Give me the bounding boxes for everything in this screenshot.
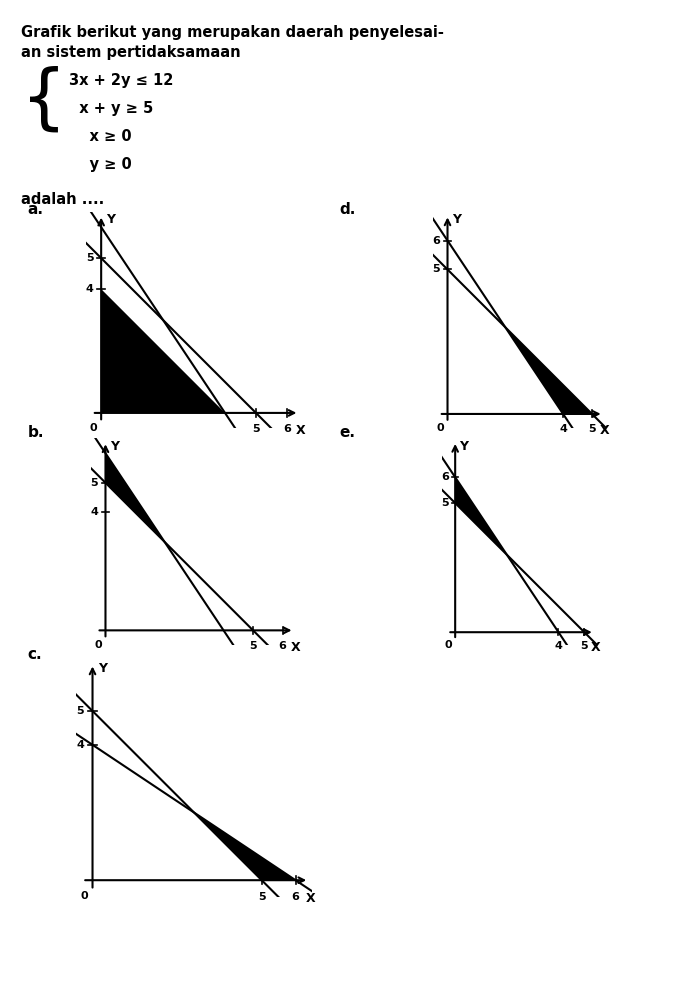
Text: Y: Y <box>459 439 468 453</box>
Polygon shape <box>505 328 592 414</box>
Text: c.: c. <box>28 647 42 662</box>
Text: 5: 5 <box>76 706 84 716</box>
Text: Y: Y <box>110 439 119 453</box>
Text: b.: b. <box>28 425 44 440</box>
Text: X: X <box>291 641 301 654</box>
Text: 0: 0 <box>445 640 453 650</box>
Text: x + y ≥ 5: x + y ≥ 5 <box>69 101 154 116</box>
Text: 4: 4 <box>76 740 84 750</box>
Text: 0: 0 <box>89 422 97 432</box>
Text: an sistem pertidaksamaan: an sistem pertidaksamaan <box>21 45 240 60</box>
Text: Y: Y <box>452 213 461 226</box>
Text: 5: 5 <box>441 498 449 508</box>
Text: X: X <box>306 892 315 905</box>
Text: 5: 5 <box>91 478 98 488</box>
Text: 4: 4 <box>85 284 94 294</box>
Text: 6: 6 <box>283 423 291 433</box>
Text: 6: 6 <box>432 236 440 246</box>
Text: X: X <box>591 641 601 654</box>
Text: X: X <box>600 424 610 437</box>
Polygon shape <box>455 477 507 554</box>
Text: 6: 6 <box>292 892 299 902</box>
Text: Grafik berikut yang merupakan daerah penyelesai-: Grafik berikut yang merupakan daerah pen… <box>21 25 444 40</box>
Text: 5: 5 <box>258 892 265 902</box>
Text: Y: Y <box>106 214 115 226</box>
Text: 0: 0 <box>80 891 88 901</box>
Text: d.: d. <box>340 202 356 217</box>
Text: 5: 5 <box>249 641 257 651</box>
Text: 4: 4 <box>554 641 563 651</box>
Text: Y: Y <box>98 662 107 675</box>
Text: 0: 0 <box>94 640 102 650</box>
Text: 5: 5 <box>252 423 260 433</box>
Text: 3x + 2y ≤ 12: 3x + 2y ≤ 12 <box>69 73 174 88</box>
Text: a.: a. <box>28 202 44 217</box>
Text: 6: 6 <box>279 641 286 651</box>
Text: 5: 5 <box>86 253 94 263</box>
Text: X: X <box>296 423 306 436</box>
Text: adalah ....: adalah .... <box>21 192 104 207</box>
Text: x ≥ 0: x ≥ 0 <box>69 129 132 144</box>
Text: 5: 5 <box>432 264 440 274</box>
Text: 4: 4 <box>90 507 98 517</box>
Polygon shape <box>194 812 295 880</box>
Text: y ≥ 0: y ≥ 0 <box>69 157 132 172</box>
Text: {: { <box>21 66 67 134</box>
Text: 5: 5 <box>581 641 588 651</box>
Polygon shape <box>105 454 164 542</box>
Text: e.: e. <box>340 425 356 440</box>
Text: 6: 6 <box>441 472 449 482</box>
Polygon shape <box>101 289 225 413</box>
Text: 0: 0 <box>437 423 444 433</box>
Text: 5: 5 <box>588 424 596 434</box>
Text: 4: 4 <box>559 424 567 434</box>
